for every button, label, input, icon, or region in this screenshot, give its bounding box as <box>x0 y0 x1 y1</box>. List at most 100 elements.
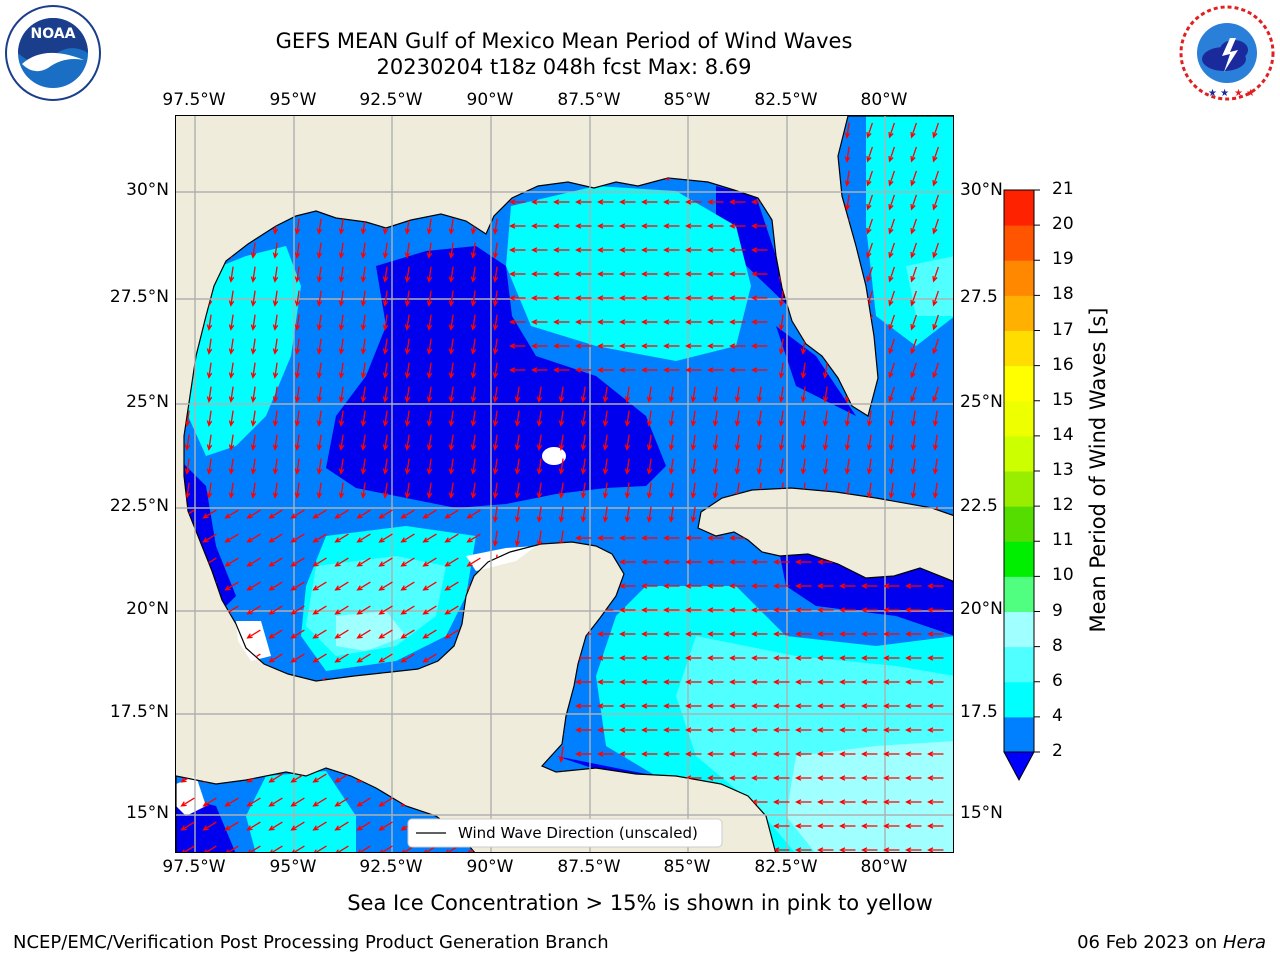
wave-arrow <box>602 458 609 475</box>
wave-arrow <box>668 458 675 475</box>
wave-arrow <box>910 410 917 427</box>
wave-arrow <box>866 458 873 475</box>
wave-arrow <box>597 199 614 205</box>
wave-arrow <box>932 146 940 163</box>
wave-arrow <box>729 799 746 805</box>
wave-arrow <box>448 146 455 163</box>
wave-arrow <box>619 607 636 613</box>
wave-arrow <box>378 797 393 807</box>
wave-arrow <box>338 266 345 283</box>
wave-arrow <box>509 223 526 229</box>
wave-arrow <box>575 559 592 565</box>
wave-arrow <box>466 725 481 735</box>
wave-arrow <box>619 583 636 589</box>
wave-arrow <box>466 677 481 687</box>
wave-arrow <box>422 677 437 687</box>
wave-arrow <box>888 266 896 283</box>
wave-arrow <box>822 338 829 355</box>
wave-arrow <box>316 482 323 499</box>
wave-arrow <box>206 122 213 139</box>
wave-arrow <box>729 631 746 637</box>
wave-arrow <box>531 151 548 157</box>
map-panel: Wind Wave Direction (unscaled) <box>175 115 954 853</box>
wave-arrow <box>641 655 658 661</box>
wave-arrow <box>316 434 323 451</box>
wave-arrow <box>910 242 918 259</box>
wave-arrow <box>707 367 724 373</box>
wave-arrow <box>228 290 235 307</box>
wave-arrow <box>250 434 257 451</box>
wave-arrow <box>492 650 499 667</box>
wave-arrow <box>553 127 570 133</box>
wave-arrow <box>778 290 785 307</box>
wave-arrow <box>861 607 878 613</box>
wave-arrow <box>426 386 433 403</box>
wave-arrow <box>932 242 940 259</box>
wave-arrow <box>404 122 411 139</box>
wave-arrow <box>773 679 790 685</box>
wave-arrow <box>492 602 499 619</box>
lon-tick-top: 92.5°W <box>359 90 423 110</box>
wave-arrow <box>597 319 614 325</box>
wave-arrow <box>422 725 437 735</box>
wave-arrow <box>272 458 279 475</box>
wave-arrow <box>356 557 371 567</box>
wave-arrow <box>844 218 851 235</box>
wave-arrow <box>619 127 636 133</box>
wave-arrow <box>558 458 565 475</box>
wave-arrow <box>685 751 702 757</box>
wave-arrow <box>448 314 455 331</box>
wave-arrow <box>707 847 724 852</box>
wave-arrow <box>422 629 437 639</box>
wave-arrow <box>844 362 851 379</box>
wave-arrow <box>685 535 702 541</box>
wave-arrow <box>778 170 785 187</box>
wave-arrow <box>690 458 697 475</box>
wave-arrow <box>334 845 349 852</box>
wave-arrow <box>272 386 279 403</box>
wave-arrow <box>575 127 592 133</box>
wave-arrow <box>685 343 702 349</box>
wave-arrow <box>268 725 283 735</box>
wave-arrow <box>927 823 944 829</box>
wave-arrow <box>663 271 680 277</box>
wave-arrow <box>536 626 543 643</box>
wave-arrow <box>553 319 570 325</box>
wave-arrow <box>905 631 922 637</box>
wave-arrow <box>294 122 301 139</box>
wave-arrow <box>844 122 851 139</box>
colorbar-cell <box>1004 541 1034 577</box>
wave-arrow <box>246 533 261 543</box>
wave-arrow <box>294 386 301 403</box>
wave-arrow <box>356 773 371 783</box>
wave-arrow <box>795 847 812 852</box>
lon-tick-bottom: 87.5°W <box>557 857 621 877</box>
wave-arrow <box>888 314 896 331</box>
wave-arrow <box>575 319 592 325</box>
wave-arrow <box>641 343 658 349</box>
wave-arrow <box>312 773 327 783</box>
wave-arrow <box>932 314 940 331</box>
wave-arrow <box>553 343 570 349</box>
wave-arrow <box>773 823 790 829</box>
lon-tick-top: 80°W <box>860 90 908 110</box>
wave-arrow <box>206 146 213 163</box>
wave-arrow <box>575 535 592 541</box>
wave-arrow <box>597 847 614 852</box>
wave-arrow <box>927 583 944 589</box>
colorbar-tick-label: 4 <box>1052 705 1063 726</box>
wave-arrow <box>228 122 235 139</box>
lat-tick-right: 20°N <box>960 599 1003 619</box>
wave-arrow <box>466 773 481 783</box>
wave-arrow <box>888 290 896 307</box>
wave-arrow <box>312 797 327 807</box>
lon-tick-bottom: 97.5°W <box>162 857 226 877</box>
wave-arrow <box>290 821 305 831</box>
wave-arrow <box>910 122 918 139</box>
wave-arrow <box>597 367 614 373</box>
wave-arrow <box>597 559 614 565</box>
wave-arrow <box>290 533 305 543</box>
lat-tick-left: 25°N <box>126 392 169 412</box>
wave-arrow <box>883 655 900 661</box>
wave-arrow <box>927 655 944 661</box>
